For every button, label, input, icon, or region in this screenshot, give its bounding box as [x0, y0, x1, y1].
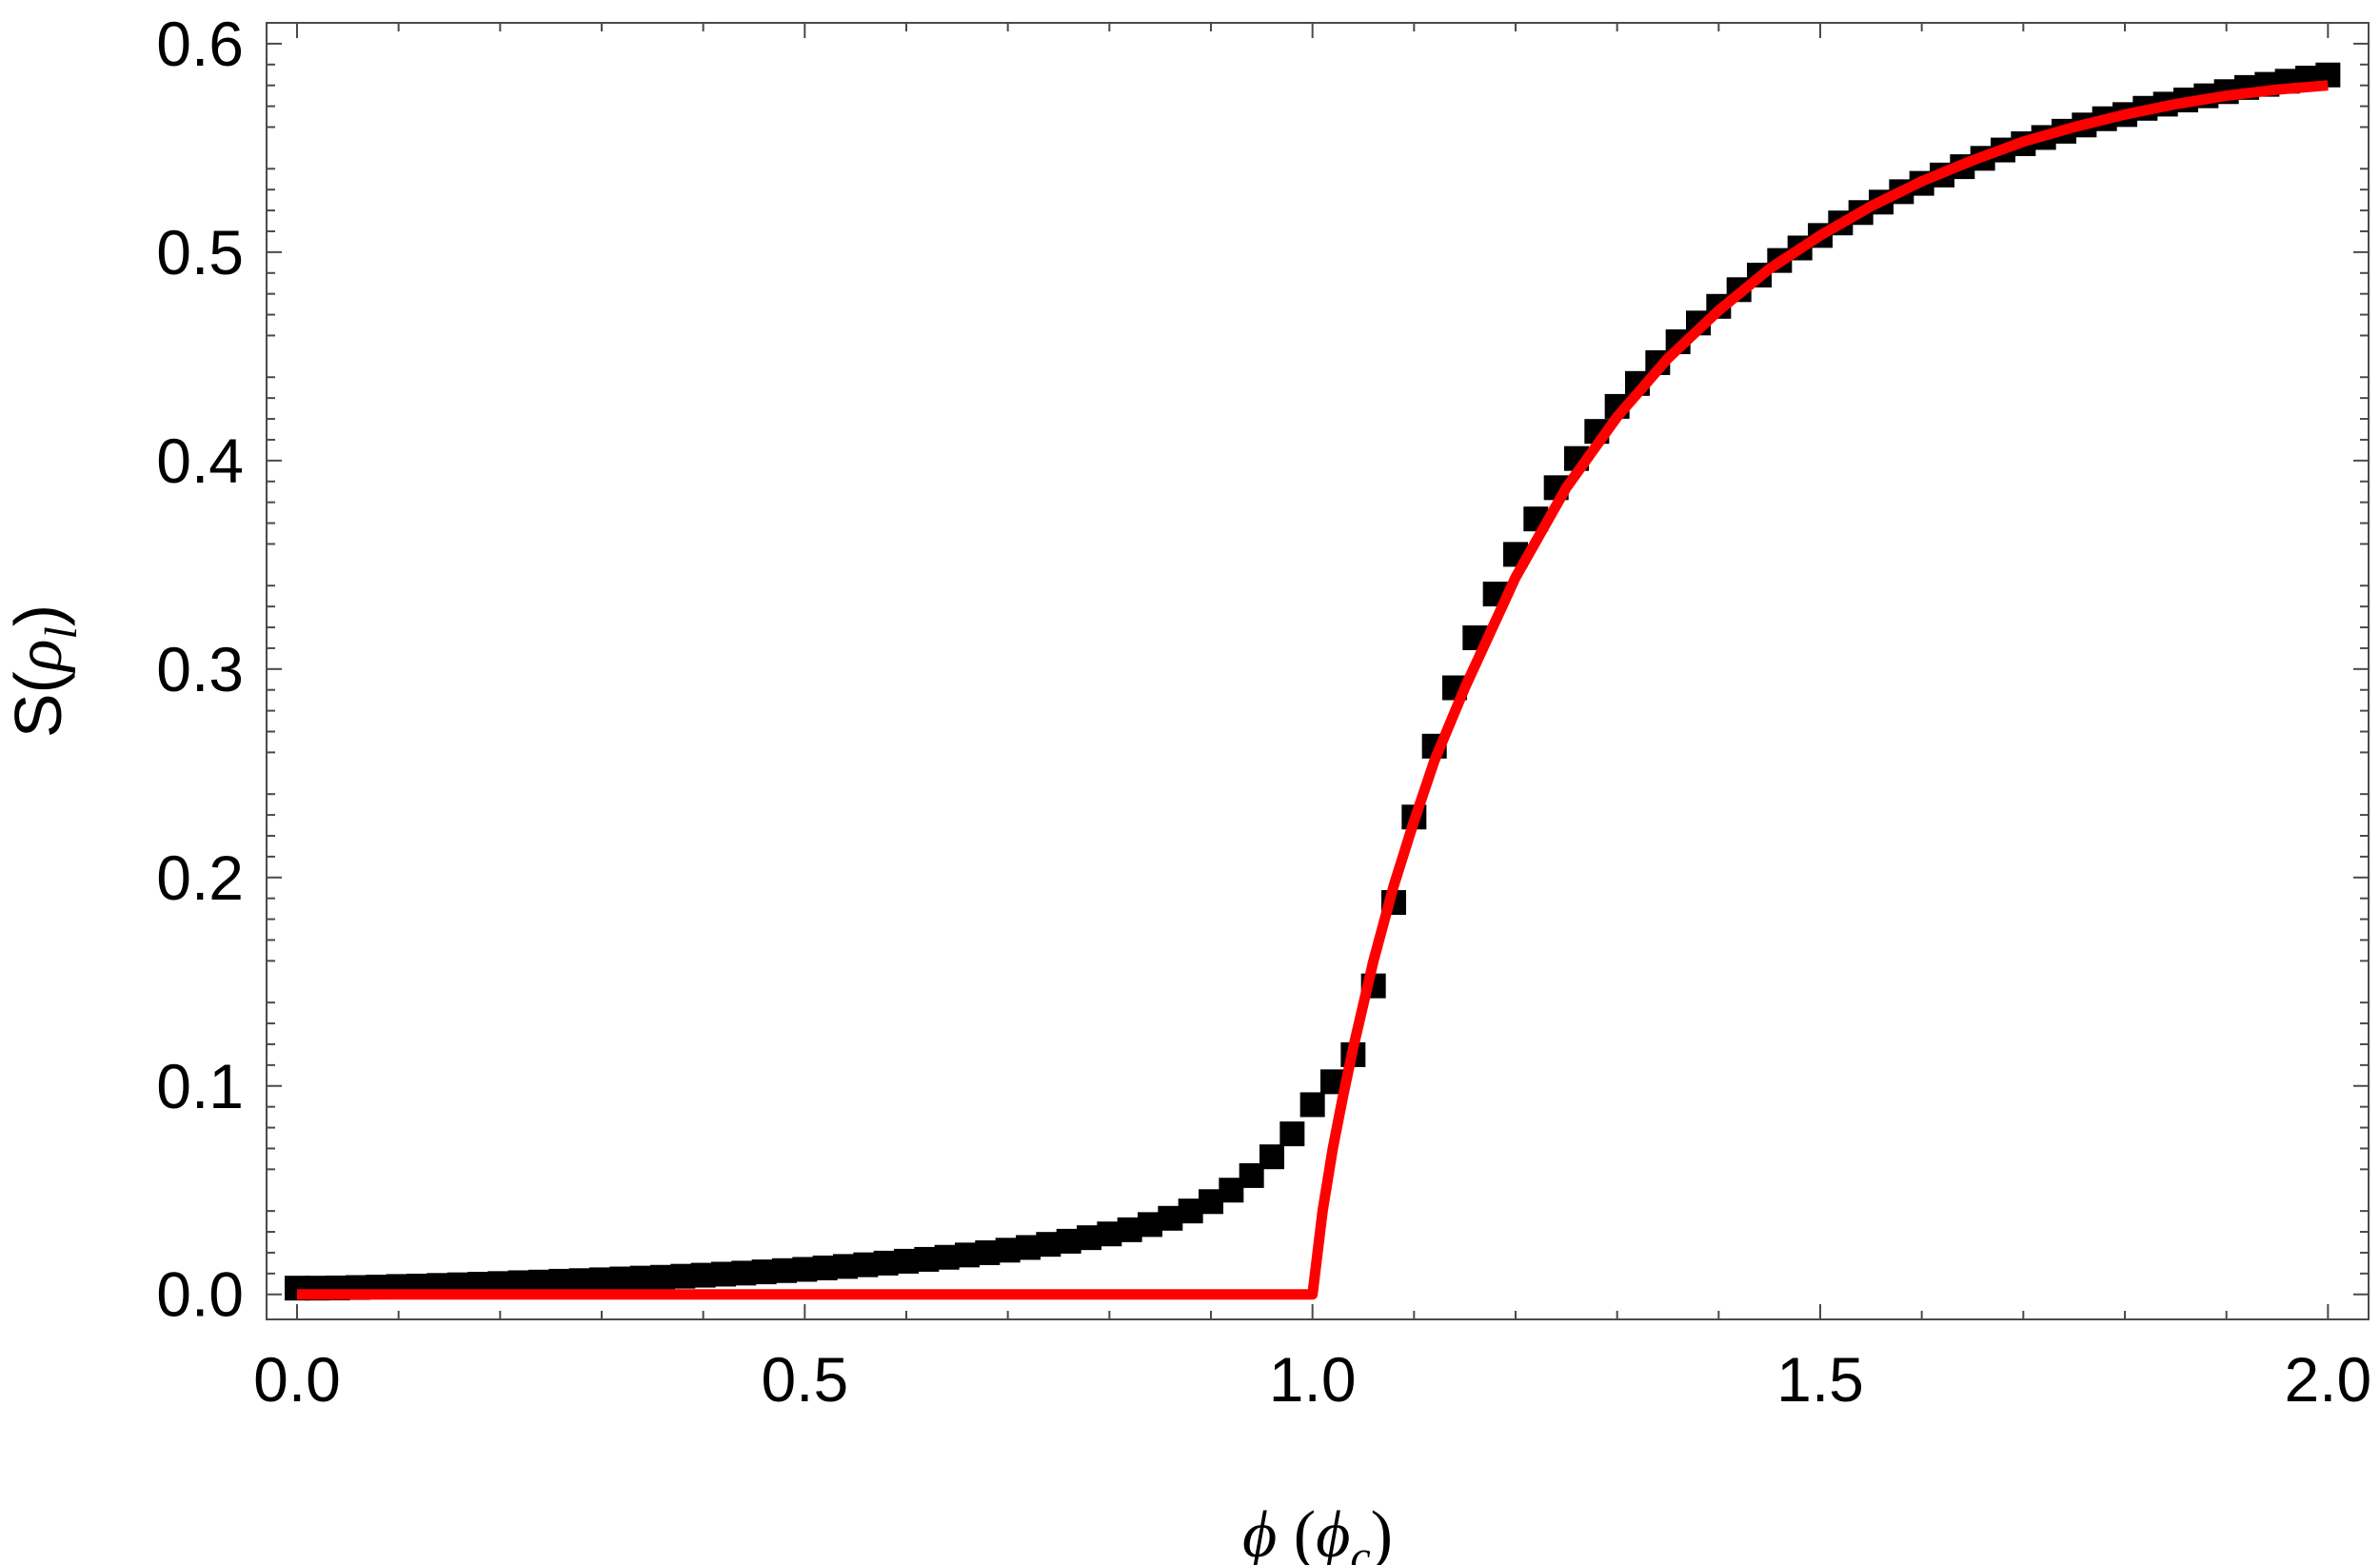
y-tick-label: 0.2	[156, 842, 244, 913]
x-tick-label: 1.5	[1776, 1344, 1864, 1415]
plot-frame	[266, 22, 2370, 1320]
x-tick-label: 0.5	[761, 1344, 848, 1415]
y-tick-label: 0.3	[156, 634, 244, 704]
y-tick-label: 0.4	[156, 426, 244, 496]
x-axis-label: ϕ (ϕc)	[1242, 1498, 1393, 1565]
x-axis-ticks: 0.0 0.5 1.0 1.5 2.0	[253, 23, 2371, 1415]
x-tick-label: 2.0	[2284, 1344, 2371, 1415]
fit-curve	[297, 80, 2329, 1300]
y-axis-ticks: 0.0 0.1 0.2 0.3 0.4 0.5 0.6	[156, 9, 2369, 1330]
data-point	[1279, 1121, 1305, 1147]
fit-line	[297, 80, 2329, 1300]
x-tick-label: 1.0	[1269, 1344, 1357, 1415]
y-tick-label: 0.6	[156, 9, 244, 79]
x-tick-label: 0.0	[253, 1344, 341, 1415]
data-point	[1299, 1092, 1325, 1118]
y-tick-label: 0.1	[156, 1051, 244, 1121]
y-axis-label: S(ρl)	[1, 604, 87, 738]
y-tick-label: 0.0	[156, 1259, 244, 1330]
data-markers	[285, 62, 2341, 1301]
y-tick-label: 0.5	[156, 217, 244, 287]
data-point	[1259, 1144, 1284, 1170]
